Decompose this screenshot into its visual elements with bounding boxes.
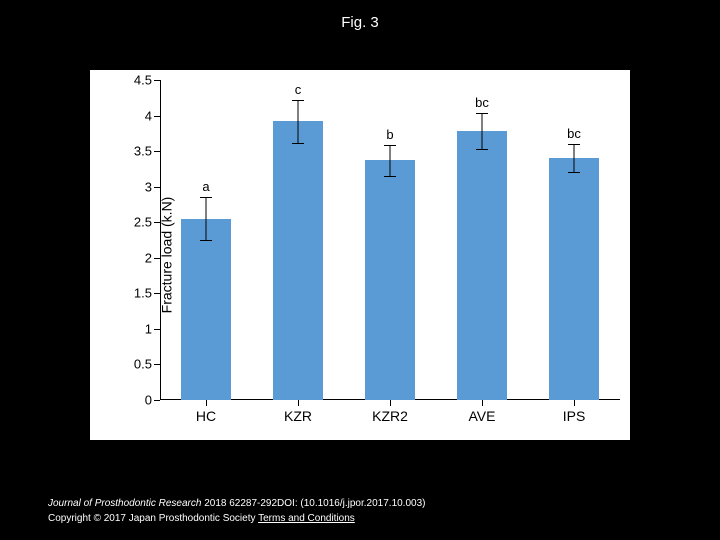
errorbar-cap-bottom bbox=[568, 172, 580, 173]
x-tick bbox=[574, 400, 575, 406]
errorbar-cap-top bbox=[568, 144, 580, 145]
bar-annotation: bc bbox=[567, 126, 581, 141]
errorbar-cap-bottom bbox=[200, 240, 212, 241]
errorbar-cap-bottom bbox=[292, 143, 304, 144]
errorbar-cap-top bbox=[476, 113, 488, 114]
y-tick-label: 4 bbox=[145, 108, 152, 123]
y-tick-label: 2 bbox=[145, 250, 152, 265]
x-tick bbox=[482, 400, 483, 406]
x-tick-label: HC bbox=[196, 408, 216, 424]
citation-line: Journal of Prosthodontic Research 2018 6… bbox=[48, 496, 425, 511]
y-tick bbox=[154, 400, 160, 401]
copyright-line: Copyright © 2017 Japan Prosthodontic Soc… bbox=[48, 511, 425, 526]
y-tick bbox=[154, 329, 160, 330]
errorbar bbox=[206, 197, 207, 240]
y-tick bbox=[154, 80, 160, 81]
bar bbox=[181, 219, 232, 400]
citation-rest: 2018 62287-292DOI: (10.1016/j.jpor.2017.… bbox=[201, 498, 425, 509]
y-tick bbox=[154, 222, 160, 223]
bar-annotation: b bbox=[386, 127, 393, 142]
errorbar-cap-top bbox=[384, 145, 396, 146]
footer: Journal of Prosthodontic Research 2018 6… bbox=[48, 496, 425, 526]
y-tick bbox=[154, 116, 160, 117]
bar bbox=[273, 121, 324, 400]
x-tick-label: AVE bbox=[469, 408, 496, 424]
x-tick bbox=[206, 400, 207, 406]
errorbar bbox=[390, 145, 391, 176]
y-tick-label: 4.5 bbox=[134, 73, 152, 88]
y-tick bbox=[154, 364, 160, 365]
y-tick bbox=[154, 293, 160, 294]
errorbar-cap-bottom bbox=[384, 176, 396, 177]
y-tick-label: 1 bbox=[145, 321, 152, 336]
y-axis-line bbox=[160, 80, 161, 400]
y-tick-label: 0 bbox=[145, 393, 152, 408]
x-tick-label: KZR2 bbox=[372, 408, 408, 424]
bar bbox=[457, 131, 508, 400]
errorbar bbox=[298, 100, 299, 143]
chart-container: Fracture load (k.N) 00.511.522.533.544.5… bbox=[90, 70, 630, 440]
plot-area: 00.511.522.533.544.5HCaKZRcKZR2bAVEbcIPS… bbox=[160, 80, 620, 400]
terms-link[interactable]: Terms and Conditions bbox=[258, 513, 355, 524]
x-tick bbox=[390, 400, 391, 406]
y-tick bbox=[154, 187, 160, 188]
errorbar-cap-top bbox=[200, 197, 212, 198]
y-tick bbox=[154, 258, 160, 259]
bar bbox=[365, 160, 416, 400]
bar-annotation: c bbox=[295, 82, 302, 97]
y-tick-label: 3.5 bbox=[134, 144, 152, 159]
y-tick-label: 1.5 bbox=[134, 286, 152, 301]
y-tick-label: 3 bbox=[145, 179, 152, 194]
journal-name: Journal of Prosthodontic Research bbox=[48, 498, 201, 509]
x-tick bbox=[298, 400, 299, 406]
bar bbox=[549, 158, 600, 400]
bar-annotation: bc bbox=[475, 95, 489, 110]
errorbar-cap-bottom bbox=[476, 149, 488, 150]
y-tick-label: 0.5 bbox=[134, 357, 152, 372]
copyright-prefix: Copyright © 2017 Japan Prosthodontic Soc… bbox=[48, 513, 258, 524]
errorbar bbox=[482, 113, 483, 149]
errorbar bbox=[574, 144, 575, 172]
bar-annotation: a bbox=[202, 179, 209, 194]
x-tick-label: KZR bbox=[284, 408, 312, 424]
x-tick-label: IPS bbox=[563, 408, 586, 424]
y-tick bbox=[154, 151, 160, 152]
figure-title: Fig. 3 bbox=[0, 14, 720, 31]
errorbar-cap-top bbox=[292, 100, 304, 101]
y-tick-label: 2.5 bbox=[134, 215, 152, 230]
